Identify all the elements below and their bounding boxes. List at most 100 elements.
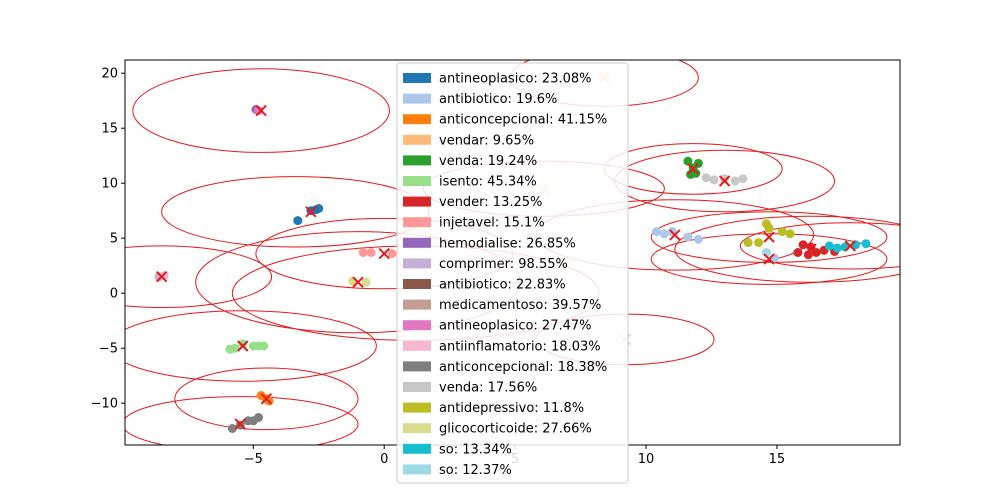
scatter-point [659, 229, 669, 239]
cluster-circle [650, 211, 888, 263]
y-tick-label: −10 [91, 397, 118, 412]
x-tick-label: 15 [769, 452, 786, 467]
scatter-point [314, 204, 324, 213]
scatter-point [387, 249, 397, 259]
cluster-circle [125, 310, 377, 382]
center-marker [305, 206, 317, 218]
scatter-point [366, 248, 376, 257]
legend-entry: venda: 17.56% [403, 381, 537, 396]
legend-label: isento: 45.34% [439, 175, 537, 190]
center-marker-stroke [669, 229, 681, 241]
scatter-point [227, 424, 237, 433]
scatter-point [754, 238, 764, 248]
scatter-point [683, 156, 693, 166]
center-marker-stroke [763, 253, 775, 265]
scatter-point [803, 250, 813, 260]
legend-label: so: 13.34% [439, 442, 512, 457]
scatter-point [361, 277, 371, 287]
legend-entry: anticoncepcional: 41.15% [403, 113, 607, 128]
scatter-point [691, 168, 701, 178]
legend-label: so: 12.37% [439, 463, 512, 478]
legend-entry: antibiotico: 22.83% [403, 278, 566, 293]
legend-swatch [403, 134, 431, 145]
legend-entry: anticoncepcional: 18.38% [403, 360, 607, 375]
center-marker [260, 393, 273, 405]
cluster-circle [174, 367, 359, 431]
center-marker [155, 270, 168, 283]
y-tick-label: 10 [101, 177, 118, 192]
legend-label: antibiotico: 19.6% [439, 92, 557, 107]
legend-entry: comprimer: 98.55% [403, 257, 568, 272]
scatter-point [824, 241, 834, 251]
legend-swatch [403, 114, 431, 125]
legend-entry: antibiotico: 19.6% [403, 92, 557, 107]
legend-label: injetavel: 15.1% [439, 216, 545, 231]
legend-entry: so: 13.34% [403, 442, 512, 457]
scatter-point [743, 238, 753, 248]
center-marker-stroke [305, 206, 317, 218]
center-marker [255, 104, 267, 117]
center-marker [352, 276, 364, 288]
legend-swatch [403, 382, 431, 392]
center-marker-stroke [378, 247, 390, 260]
center-marker [763, 231, 775, 243]
legend-entry: antineoplasico: 23.08% [403, 72, 592, 87]
scatter-point [238, 339, 248, 349]
scatter-point [358, 248, 368, 257]
legend-swatch [403, 176, 431, 186]
center-marker [687, 163, 699, 175]
center-marker-stroke [718, 175, 731, 187]
legend-label: antiinflamatorio: 18.03% [439, 339, 601, 354]
legend-swatch [403, 402, 431, 413]
legend-label: vendar: 9.65% [439, 133, 534, 148]
cluster-circle [650, 233, 888, 285]
scatter-point [652, 227, 662, 237]
center-marker-stroke [234, 418, 246, 430]
legend-label: anticoncepcional: 18.38% [439, 360, 607, 375]
cluster-circle [125, 245, 273, 308]
legend-label: antibiotico: 22.83% [439, 278, 566, 293]
scatter-point [793, 248, 803, 257]
scatter-point [254, 106, 264, 116]
scatter-point [709, 175, 719, 185]
legend-swatch [403, 155, 431, 166]
legend-swatch [403, 361, 431, 372]
legend-label: glicocorticoide: 27.66% [439, 422, 592, 437]
legend-entry: so: 12.37% [403, 463, 512, 478]
scatter-point [254, 413, 264, 422]
y-tick-label: 0 [110, 287, 118, 302]
legend-label: anticoncepcional: 41.15% [439, 113, 607, 128]
scatter-point [293, 216, 303, 226]
center-marker [763, 253, 775, 265]
y-tick-label: 5 [110, 232, 118, 247]
legend-label: venda: 17.56% [439, 381, 537, 396]
cluster-circle [132, 68, 390, 153]
center-marker [844, 240, 856, 252]
center-marker-stroke [155, 270, 168, 283]
center-marker-stroke [237, 340, 249, 352]
scatter-point [764, 223, 774, 233]
center-marker-stroke [687, 163, 699, 175]
scatter-point [777, 227, 787, 237]
scatter-point [230, 343, 240, 353]
legend-swatch [403, 196, 431, 207]
y-axis-ticks: −10 −5 0 5 10 15 20 [91, 67, 125, 412]
legend-entry: injetavel: 15.1% [403, 216, 545, 231]
legend-label: comprimer: 98.55% [439, 257, 568, 272]
legend-swatch [403, 258, 431, 269]
scatter-point [693, 234, 703, 244]
x-tick-label: 10 [638, 452, 655, 467]
legend-swatch [403, 93, 431, 104]
scatter-point [701, 173, 711, 183]
legend-label: venda: 19.24% [439, 154, 537, 169]
legend-box [396, 62, 629, 484]
legend-swatch [403, 443, 431, 454]
legend-label: antidepressivo: 11.8% [439, 401, 584, 416]
legend-entry: medicamentoso: 39.57% [403, 298, 601, 313]
legend-label: medicamentoso: 39.57% [439, 298, 601, 313]
center-marker [378, 247, 390, 260]
cluster-circle [125, 396, 359, 445]
scatter-point [861, 239, 871, 249]
legend-swatch [403, 340, 431, 351]
scatter-point [730, 176, 740, 186]
